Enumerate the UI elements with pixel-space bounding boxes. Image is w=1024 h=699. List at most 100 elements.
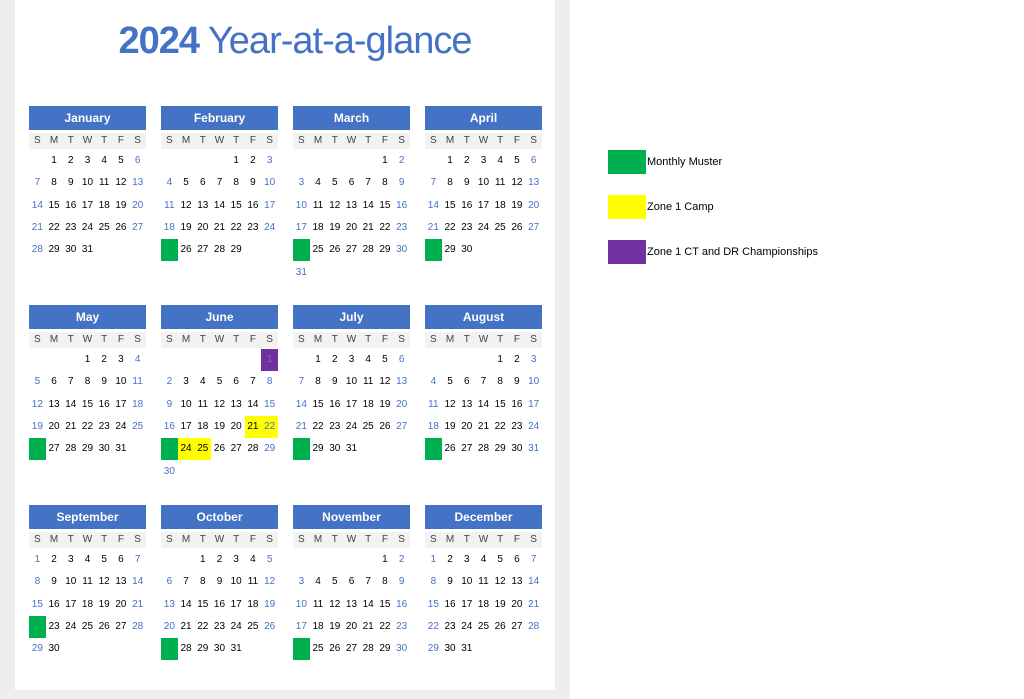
day: 30 <box>511 443 523 455</box>
day: 21 <box>362 620 374 632</box>
day: 13 <box>115 576 127 588</box>
weekday-label: W <box>214 334 225 345</box>
day: 30 <box>163 465 175 477</box>
weekday-label: M <box>49 334 59 345</box>
day: 18 <box>494 199 506 211</box>
day: 7 <box>365 177 371 189</box>
weekday-label: T <box>67 135 74 146</box>
day: 24 <box>477 221 490 233</box>
day: 9 <box>514 376 520 388</box>
day: 30 <box>65 244 77 256</box>
weekday-label: T <box>233 135 240 146</box>
day: 14 <box>477 398 490 410</box>
weekday-label: F <box>249 534 256 545</box>
day: 6 <box>118 554 124 565</box>
day: 31 <box>230 643 242 655</box>
day: 11 <box>312 598 324 610</box>
day: 5 <box>183 177 189 189</box>
day: 4 <box>430 376 437 388</box>
day: 1 <box>497 354 503 365</box>
day: 23 <box>48 620 60 632</box>
day: 11 <box>82 576 93 588</box>
weekday-label: M <box>181 135 191 146</box>
day: 23 <box>98 420 110 432</box>
day: 9 <box>216 576 223 588</box>
weekday-row <box>29 133 146 149</box>
day: 28 <box>213 244 226 256</box>
event-marker <box>161 438 178 461</box>
day: 9 <box>166 398 173 410</box>
day: 24 <box>65 620 77 632</box>
weekday-label: W <box>478 334 489 345</box>
day: 16 <box>511 398 523 410</box>
day: 3 <box>84 155 91 166</box>
day: 20 <box>132 199 144 211</box>
day: 10 <box>230 576 242 588</box>
day: 7 <box>298 376 305 388</box>
legend-swatch <box>608 240 646 264</box>
day: 3 <box>463 554 470 565</box>
day: 30 <box>329 443 341 455</box>
weekday-label: T <box>365 135 372 146</box>
day: 12 <box>329 598 341 610</box>
day: 8 <box>382 177 388 189</box>
weekday-label: W <box>478 534 489 545</box>
day: 26 <box>494 620 506 632</box>
day: 5 <box>514 155 520 166</box>
title-text: Year-at-a-glance <box>207 20 473 62</box>
day: 29 <box>31 643 43 655</box>
day: 18 <box>312 620 324 632</box>
weekday-label: T <box>331 334 338 345</box>
day: 27 <box>511 620 523 632</box>
day: 9 <box>67 177 74 189</box>
day: 4 <box>315 576 321 588</box>
day: 30 <box>213 643 226 655</box>
weekday-label: T <box>67 534 74 545</box>
day: 1 <box>430 554 437 565</box>
day: 20 <box>163 620 175 632</box>
day: 29 <box>379 244 391 256</box>
day: 31 <box>115 443 127 455</box>
day: 3 <box>233 554 239 565</box>
day: 25 <box>98 221 110 233</box>
month-header: October <box>161 505 278 529</box>
day: 16 <box>48 598 60 610</box>
day: 30 <box>396 643 408 655</box>
weekday-row <box>29 532 146 548</box>
day: 21 <box>213 221 226 233</box>
weekday-label: S <box>166 135 173 146</box>
weekday-label: M <box>181 334 191 345</box>
day: 3 <box>480 155 487 166</box>
day: 8 <box>430 576 437 588</box>
day: 11 <box>478 576 489 588</box>
day: 22 <box>494 420 506 432</box>
weekday-row <box>161 332 278 348</box>
event-marker <box>244 415 262 438</box>
legend-label: Zone 1 Camp <box>647 201 714 213</box>
day: 9 <box>398 576 405 588</box>
day: 30 <box>461 244 473 256</box>
day: 18 <box>362 398 374 410</box>
day: 17 <box>81 199 94 211</box>
day: 10 <box>180 398 192 410</box>
day: 2 <box>398 554 405 565</box>
day: 4 <box>480 554 487 565</box>
day: 3 <box>67 554 74 565</box>
day: 15 <box>379 199 391 211</box>
weekday-label: F <box>513 334 520 345</box>
day: 21 <box>528 598 540 610</box>
weekday-row <box>293 332 410 348</box>
day: 13 <box>345 598 358 610</box>
day: 17 <box>528 398 540 410</box>
weekday-label: F <box>381 135 388 146</box>
day: 24 <box>264 221 276 233</box>
month-header: November <box>293 505 410 529</box>
weekday-label: F <box>513 534 520 545</box>
day: 22 <box>427 620 439 632</box>
day: 5 <box>331 576 338 588</box>
weekday-label: S <box>398 334 405 345</box>
day: 13 <box>511 576 523 588</box>
day: 20 <box>345 221 358 233</box>
weekday-label: S <box>166 334 173 345</box>
day: 6 <box>166 576 173 588</box>
